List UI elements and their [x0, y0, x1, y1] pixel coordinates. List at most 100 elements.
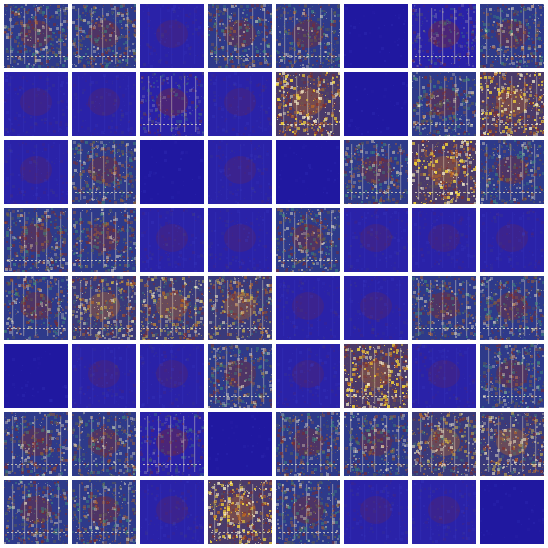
sample-tile-r1-c5: [276, 4, 340, 68]
sample-image: [4, 72, 68, 136]
sample-image: [344, 344, 408, 408]
sample-tile-r3-c6: [344, 140, 408, 204]
sample-tile-r5-c8: [480, 276, 544, 340]
sample-tile-r2-c7: [412, 72, 476, 136]
sample-image: [412, 480, 476, 544]
sample-tile-r5-c7: [412, 276, 476, 340]
sample-tile-r7-c5: [276, 412, 340, 476]
sample-image: [72, 208, 136, 272]
sample-image: [208, 72, 272, 136]
sample-image: [72, 480, 136, 544]
sample-image: [480, 140, 544, 204]
sample-tile-r8-c4: [208, 480, 272, 544]
sample-tile-r3-c8: [480, 140, 544, 204]
sample-tile-r4-c2: [72, 208, 136, 272]
sample-image: [72, 344, 136, 408]
sample-tile-r4-c4: [208, 208, 272, 272]
sample-tile-r6-c2: [72, 344, 136, 408]
sample-tile-r7-c2: [72, 412, 136, 476]
sample-tile-r7-c7: [412, 412, 476, 476]
sample-tile-r6-c4: [208, 344, 272, 408]
sample-image: [208, 4, 272, 68]
sample-image: [208, 412, 272, 476]
sample-image: [480, 72, 544, 136]
sample-tile-r8-c3: [140, 480, 204, 544]
sample-tile-r5-c4: [208, 276, 272, 340]
sample-tile-r8-c2: [72, 480, 136, 544]
sample-image: [140, 72, 204, 136]
sample-image: [276, 208, 340, 272]
sample-image: [480, 4, 544, 68]
sample-tile-r3-c7: [412, 140, 476, 204]
sample-tile-r1-c4: [208, 4, 272, 68]
sample-image: [480, 480, 544, 544]
sample-tile-r4-c8: [480, 208, 544, 272]
sample-tile-r7-c3: [140, 412, 204, 476]
sample-image: [140, 480, 204, 544]
sample-tile-r4-c6: [344, 208, 408, 272]
sample-image: [412, 140, 476, 204]
sample-image: [344, 140, 408, 204]
sample-tile-r6-c5: [276, 344, 340, 408]
sample-tile-r8-c5: [276, 480, 340, 544]
sample-image: [140, 140, 204, 204]
sample-image: [4, 480, 68, 544]
sample-tile-r7-c8: [480, 412, 544, 476]
sample-image: [208, 344, 272, 408]
sample-tile-r8-c8: [480, 480, 544, 544]
sample-tile-r8-c7: [412, 480, 476, 544]
sample-tile-r1-c6: [344, 4, 408, 68]
sample-tile-r7-c1: [4, 412, 68, 476]
sample-image: [480, 344, 544, 408]
sample-tile-r5-c2: [72, 276, 136, 340]
sample-image: [344, 72, 408, 136]
sample-image: [480, 276, 544, 340]
sample-tile-r7-c4: [208, 412, 272, 476]
sample-tile-r2-c2: [72, 72, 136, 136]
sample-tile-r3-c1: [4, 140, 68, 204]
sample-image: [140, 4, 204, 68]
sample-tile-r3-c2: [72, 140, 136, 204]
sample-image: [72, 140, 136, 204]
sample-tile-r3-c3: [140, 140, 204, 204]
sample-tile-r5-c3: [140, 276, 204, 340]
sample-tile-r6-c1: [4, 344, 68, 408]
sample-tile-r7-c6: [344, 412, 408, 476]
sample-tile-r8-c1: [4, 480, 68, 544]
sample-image: [412, 4, 476, 68]
sample-tile-r2-c8: [480, 72, 544, 136]
sample-image: [412, 208, 476, 272]
sample-image: [140, 276, 204, 340]
sample-image: [208, 208, 272, 272]
sample-image: [4, 276, 68, 340]
sample-image: [480, 412, 544, 476]
sample-tile-r4-c3: [140, 208, 204, 272]
sample-image: [276, 72, 340, 136]
sample-tile-r4-c5: [276, 208, 340, 272]
sample-image: [344, 4, 408, 68]
sample-image: [72, 4, 136, 68]
sample-image: [276, 480, 340, 544]
sample-image: [208, 140, 272, 204]
sample-tile-r2-c1: [4, 72, 68, 136]
sample-tile-r8-c6: [344, 480, 408, 544]
sample-image: [4, 140, 68, 204]
sample-tile-r3-c5: [276, 140, 340, 204]
sample-tile-r6-c7: [412, 344, 476, 408]
sample-tile-r6-c8: [480, 344, 544, 408]
sample-tile-r3-c4: [208, 140, 272, 204]
sample-image: [344, 412, 408, 476]
sample-tile-r2-c4: [208, 72, 272, 136]
sample-image: [480, 208, 544, 272]
sample-image: [276, 4, 340, 68]
sample-image: [140, 208, 204, 272]
sample-image: [208, 480, 272, 544]
sample-image: [412, 412, 476, 476]
sample-image: [72, 72, 136, 136]
sample-image: [276, 412, 340, 476]
sample-tile-r2-c3: [140, 72, 204, 136]
sample-tile-r1-c2: [72, 4, 136, 68]
sample-image: [140, 344, 204, 408]
sample-image: [4, 208, 68, 272]
